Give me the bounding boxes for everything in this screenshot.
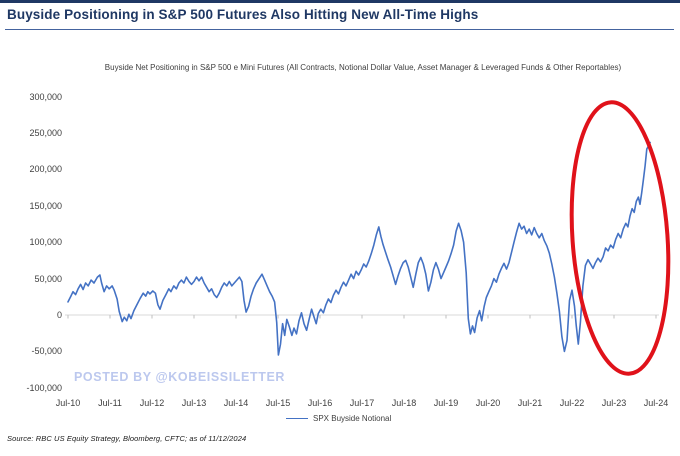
legend-line-swatch: [286, 418, 308, 419]
y-axis-label: 150,000: [29, 200, 62, 211]
y-axis-label: 300,000: [29, 91, 62, 102]
x-axis-label: Jul-16: [307, 398, 333, 408]
y-axis-label: 100,000: [29, 237, 62, 248]
y-axis-label: 250,000: [29, 128, 62, 138]
legend-label: SPX Buyside Notional: [313, 414, 392, 423]
x-axis-label: Jul-11: [98, 398, 122, 408]
x-axis-label: Jul-24: [643, 398, 669, 408]
highlight-ellipse: [569, 100, 671, 376]
source-note: Source: RBC US Equity Strategy, Bloomber…: [7, 434, 247, 443]
chart-subtitle: Buyside Net Positioning in S&P 500 e Min…: [104, 63, 622, 72]
y-axis-label: 50,000: [34, 273, 62, 284]
y-axis-label: -100,000: [26, 382, 62, 393]
y-axis-label: 0: [56, 310, 62, 320]
watermark: POSTED BY @KOBEISSILETTER: [74, 370, 286, 384]
x-axis-label: Jul-17: [349, 398, 375, 408]
x-axis-label: Jul-23: [601, 398, 627, 408]
x-axis-label: Jul-22: [559, 398, 585, 408]
page-title: Buyside Positioning in S&P 500 Futures A…: [7, 7, 479, 22]
title-divider: [5, 29, 674, 30]
x-axis-label: Jul-18: [391, 398, 417, 408]
y-axis-label: -50,000: [31, 346, 62, 357]
series-line: [67, 141, 651, 356]
legend: SPX Buyside Notional: [286, 414, 391, 423]
x-axis-label: Jul-10: [55, 398, 81, 408]
x-axis-label: Jul-13: [181, 398, 207, 408]
x-axis-label: Jul-12: [139, 398, 165, 408]
x-axis-label: Jul-19: [433, 398, 459, 408]
x-axis-label: Jul-14: [223, 398, 249, 408]
top-border-bar: [0, 0, 680, 3]
y-axis-label: 200,000: [29, 164, 62, 175]
x-axis-label: Jul-15: [265, 398, 291, 408]
x-axis-label: Jul-20: [475, 398, 501, 408]
x-axis-label: Jul-21: [517, 398, 543, 408]
